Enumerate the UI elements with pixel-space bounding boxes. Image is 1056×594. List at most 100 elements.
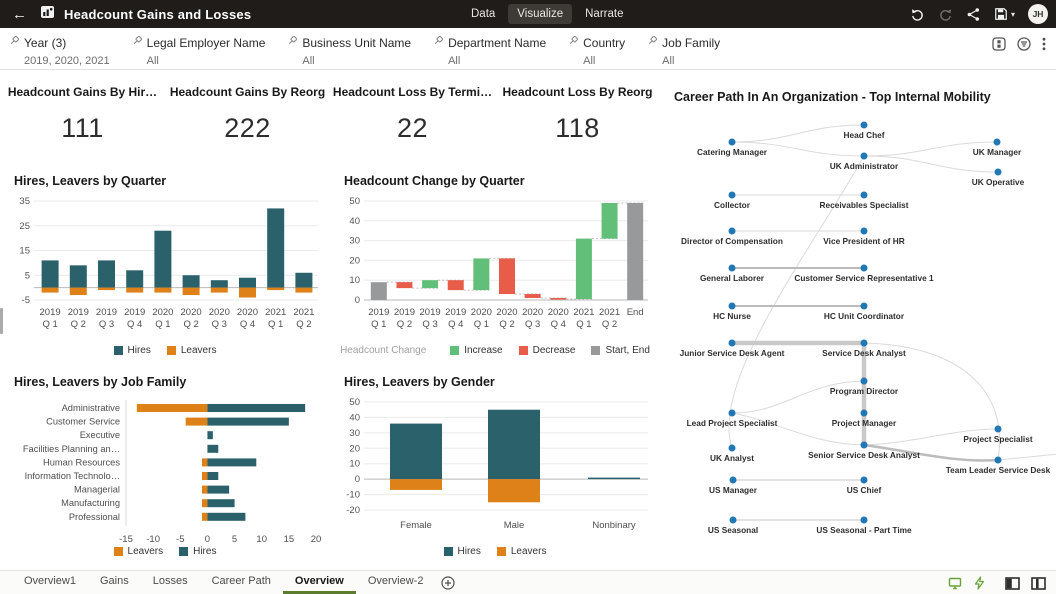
leavers-bar[interactable] [185,417,208,426]
career-node-vice-president-of-hr[interactable] [860,227,868,235]
career-node-customer-service-representative-1[interactable] [860,264,868,272]
leavers-bar[interactable] [182,287,200,296]
hires-bar[interactable] [390,423,442,480]
menu-item-narrate[interactable]: Narrate [585,8,624,20]
kpi-tile[interactable]: Headcount Loss By Termi… 22 [330,82,495,160]
career-node-junior-service-desk-agent[interactable] [728,339,736,347]
leavers-bar[interactable] [202,512,208,521]
waterfall-bar-decrease[interactable] [499,258,515,295]
legend-item-leavers[interactable]: Leavers [113,546,163,557]
leavers-bar[interactable] [202,472,208,480]
hires-bar[interactable] [295,272,313,288]
hires-bar[interactable] [69,265,87,288]
kebab-menu-icon[interactable] [1042,37,1046,51]
kpi-tile[interactable]: Headcount Gains By Hir… 111 [0,82,165,160]
filter-controls-icon[interactable] [1017,37,1031,51]
legend-item-hires[interactable]: Hires [179,546,216,557]
hires-bar[interactable] [207,512,246,521]
canvas-tab-overview[interactable]: Overview [282,571,356,594]
waterfall-bar-decrease[interactable] [396,282,413,289]
hires-bar[interactable] [207,404,306,412]
filter-legal-employer-name[interactable]: Legal Employer Name All [133,34,265,67]
collapsed-panel-handle[interactable] [0,308,3,334]
waterfall-bar-decrease[interactable] [550,298,567,300]
hires-bar[interactable] [207,499,235,508]
career-node-project-specialist[interactable] [994,425,1002,433]
career-node-senior-service-desk-analyst[interactable] [860,441,868,449]
leavers-bar[interactable] [202,499,208,508]
leavers-bar[interactable] [136,404,208,412]
canvas-tab-losses[interactable]: Losses [152,575,188,587]
kpi-tile[interactable]: Headcount Gains By Reorg 222 [165,82,330,160]
auto-apply-bolt-icon[interactable] [973,576,986,590]
career-node-us-manager[interactable] [729,476,737,484]
waterfall-bar-decrease[interactable] [447,280,464,291]
waterfall-bar-start_end[interactable] [627,202,644,300]
present-mode-icon[interactable] [948,577,962,590]
career-node-uk-manager[interactable] [993,138,1001,146]
filter-business-unit-name[interactable]: Business Unit Name All [288,34,411,67]
filter-department-name[interactable]: Department Name All [434,34,546,67]
career-node-collector[interactable] [728,191,736,199]
waterfall-bar-increase[interactable] [473,258,490,291]
canvas-tab-career-path[interactable]: Career Path [211,575,271,587]
leavers-bar[interactable] [98,287,115,291]
legend-item-leavers[interactable]: Leavers [496,546,546,557]
canvas-tab-gains[interactable]: Gains [99,575,129,587]
filter-job-family[interactable]: Job Family All [648,34,720,67]
career-node-head-chef[interactable] [860,121,868,129]
legend-item-decrease[interactable]: Decrease [518,345,575,356]
hires-bar[interactable] [207,472,219,480]
menu-item-data[interactable]: Data [471,8,496,20]
avatar[interactable]: JH [1028,4,1048,24]
waterfall-bar-increase[interactable] [422,280,439,289]
career-node-program-director[interactable] [860,377,868,385]
leavers-bar[interactable] [267,287,285,291]
back-arrow-icon[interactable]: ← [12,5,27,23]
hires-bar[interactable] [239,277,256,288]
legend-item-start-end[interactable]: Start, End [591,345,650,356]
hires-bar[interactable] [182,275,200,288]
leavers-bar[interactable] [69,287,87,296]
hires-bar[interactable] [207,444,219,453]
leavers-bar[interactable] [390,479,442,490]
career-node-receivables-specialist[interactable] [860,191,868,199]
leavers-bar[interactable] [202,458,208,467]
leavers-bar[interactable] [295,287,313,293]
panel-layout-center-icon[interactable] [1031,576,1046,590]
hires-bar[interactable] [41,260,59,288]
legend-item-hires[interactable]: Hires [443,546,481,557]
hires-bar[interactable] [98,260,115,288]
undo-icon[interactable] [910,7,925,22]
menu-item-visualize[interactable]: Visualize [508,4,573,24]
hires-bar[interactable] [154,230,172,288]
career-node-hc-nurse[interactable] [728,302,736,310]
leavers-bar[interactable] [126,287,144,293]
save-caret-icon[interactable]: ▾ [1010,9,1015,19]
career-node-uk-analyst[interactable] [728,444,736,452]
leavers-bar[interactable] [41,287,59,293]
career-node-hc-unit-coordinator[interactable] [860,302,868,310]
hires-bar[interactable] [126,270,144,288]
career-node-lead-project-specialist[interactable] [728,409,736,417]
kpi-tile[interactable]: Headcount Loss By Reorg 118 [495,82,660,160]
career-node-project-manager[interactable] [860,409,868,417]
waterfall-bar-increase[interactable] [575,238,592,300]
hires-bar[interactable] [207,417,289,426]
hires-bar[interactable] [267,208,285,288]
career-node-catering-manager[interactable] [728,138,736,146]
canvas-tab-overview1[interactable]: Overview1 [24,575,76,587]
leavers-bar[interactable] [154,287,172,293]
panel-layout-left-icon[interactable] [1005,576,1020,590]
save-icon[interactable] [994,7,1008,21]
hires-bar[interactable] [210,280,228,288]
filter-year-3-[interactable]: Year (3) 2019, 2020, 2021 [10,34,110,67]
hires-bar[interactable] [488,409,540,480]
leavers-bar[interactable] [488,479,540,503]
career-node-service-desk-analyst[interactable] [860,339,868,347]
redo-icon[interactable] [938,7,953,22]
hires-bar[interactable] [207,485,230,494]
career-node-us-chief[interactable] [860,476,868,484]
career-node-general-laborer[interactable] [728,264,736,272]
waterfall-bar-start_end[interactable] [370,282,387,300]
